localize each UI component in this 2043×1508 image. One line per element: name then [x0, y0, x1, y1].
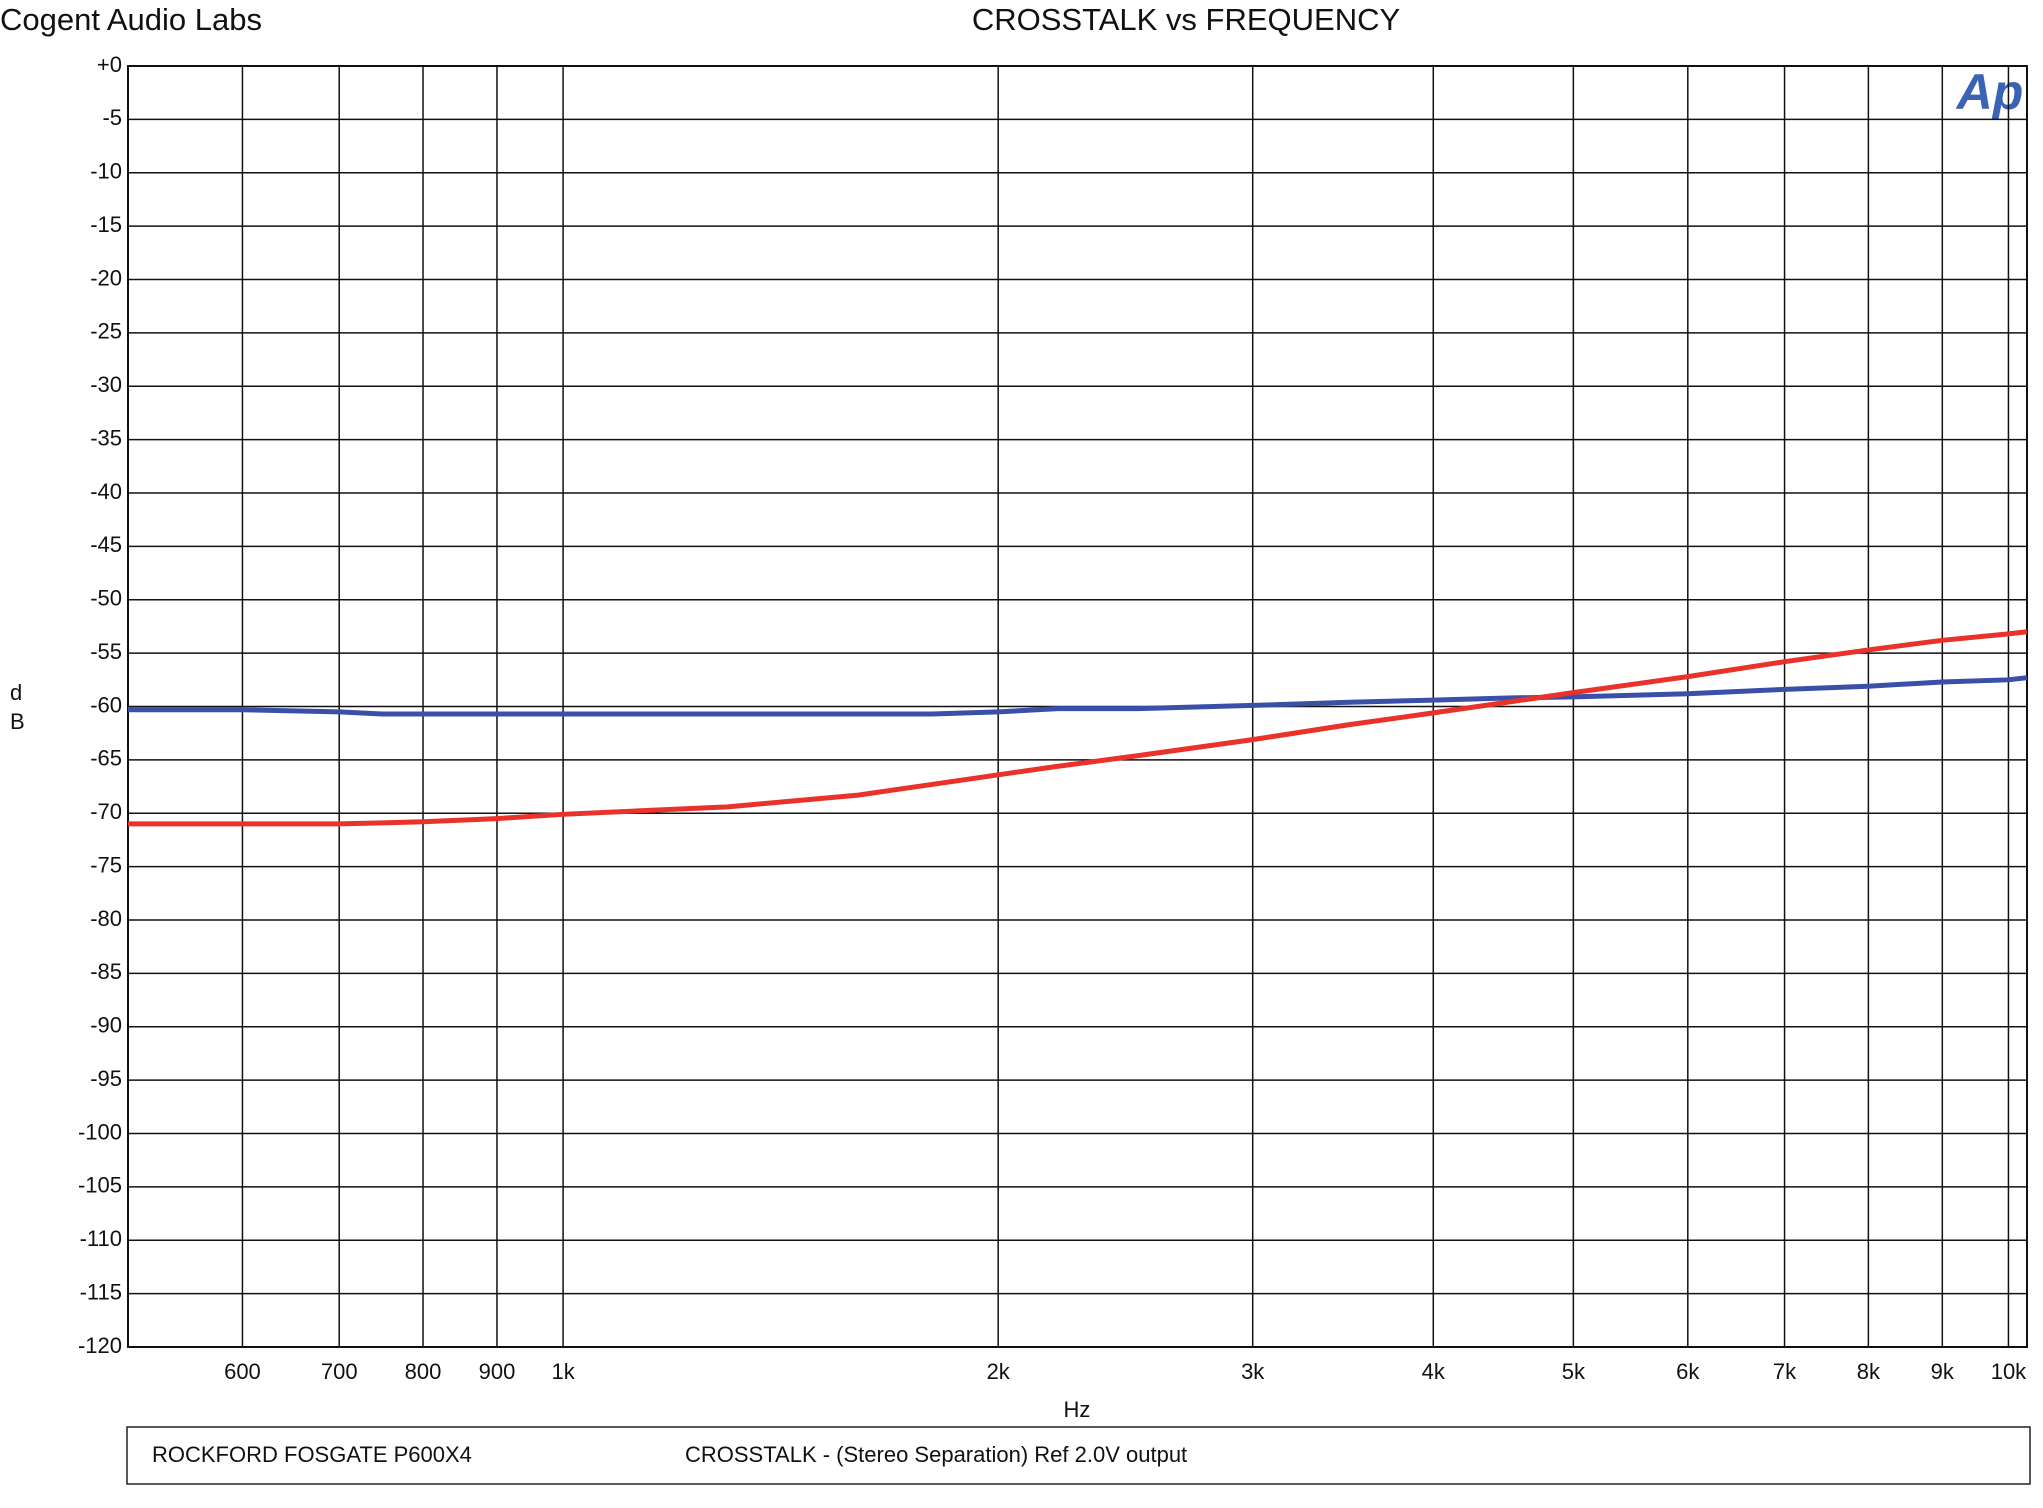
x-tick-label: 600	[224, 1359, 261, 1384]
y-tick-label: -30	[90, 372, 122, 397]
y-tick-label: -115	[80, 1279, 122, 1304]
x-tick-label: 3k	[1241, 1359, 1265, 1384]
y-tick-label: -35	[90, 425, 122, 450]
y-tick-label: +0	[97, 52, 122, 77]
x-tick-label: 9k	[1931, 1359, 1955, 1384]
x-tick-label: 5k	[1562, 1359, 1586, 1384]
y-tick-label: -55	[90, 639, 122, 664]
y-tick-label: -50	[90, 586, 122, 611]
header: Cogent Audio Labs	[0, 2, 262, 37]
y-tick-label: -70	[90, 799, 122, 824]
x-tick-label: 7k	[1773, 1359, 1797, 1384]
y-tick-label: -75	[90, 852, 122, 877]
footer-right: CROSSTALK - (Stereo Separation) Ref 2.0V…	[685, 1442, 1187, 1467]
x-tick-label: 900	[479, 1359, 516, 1384]
y-tick-label: -110	[80, 1226, 122, 1251]
y-tick-label: -60	[90, 692, 122, 717]
y-tick-label: -40	[90, 479, 122, 504]
y-tick-label: -80	[90, 906, 122, 931]
y-tick-label: -10	[90, 159, 122, 184]
x-tick-label: 10k	[1991, 1359, 2027, 1384]
x-tick-label: 8k	[1857, 1359, 1881, 1384]
x-tick-label: 4k	[1422, 1359, 1446, 1384]
y-tick-label: -15	[90, 212, 122, 237]
y-tick-label: -105	[78, 1173, 122, 1198]
x-tick-label: 2k	[987, 1359, 1011, 1384]
footer-box	[126, 1426, 2031, 1485]
y-tick-label: -65	[90, 746, 122, 771]
x-tick-label: 6k	[1676, 1359, 1700, 1384]
y-tick-label: -25	[90, 319, 122, 344]
y-tick-label: -5	[102, 105, 122, 130]
data-line	[128, 629, 2028, 827]
data-line	[128, 675, 2028, 717]
footer-left: ROCKFORD FOSGATE P600X4	[152, 1442, 472, 1467]
logo: Ap	[1955, 64, 2024, 120]
y-tick-label: -100	[78, 1119, 122, 1144]
y-tick-label: -120	[78, 1333, 122, 1358]
x-tick-label: 700	[321, 1359, 358, 1384]
x-axis-label: Hz	[1064, 1397, 1091, 1422]
chart-title: CROSSTALK vs FREQUENCY	[972, 2, 1400, 37]
y-axis-label: dB	[10, 680, 25, 734]
x-tick-label: 1k	[551, 1359, 575, 1384]
y-tick-label: -45	[90, 532, 122, 557]
y-tick-label: -90	[90, 1013, 122, 1038]
y-tick-label: -20	[90, 265, 122, 290]
y-tick-label: -95	[90, 1066, 122, 1091]
y-tick-label: -85	[90, 959, 122, 984]
x-tick-label: 800	[405, 1359, 442, 1384]
